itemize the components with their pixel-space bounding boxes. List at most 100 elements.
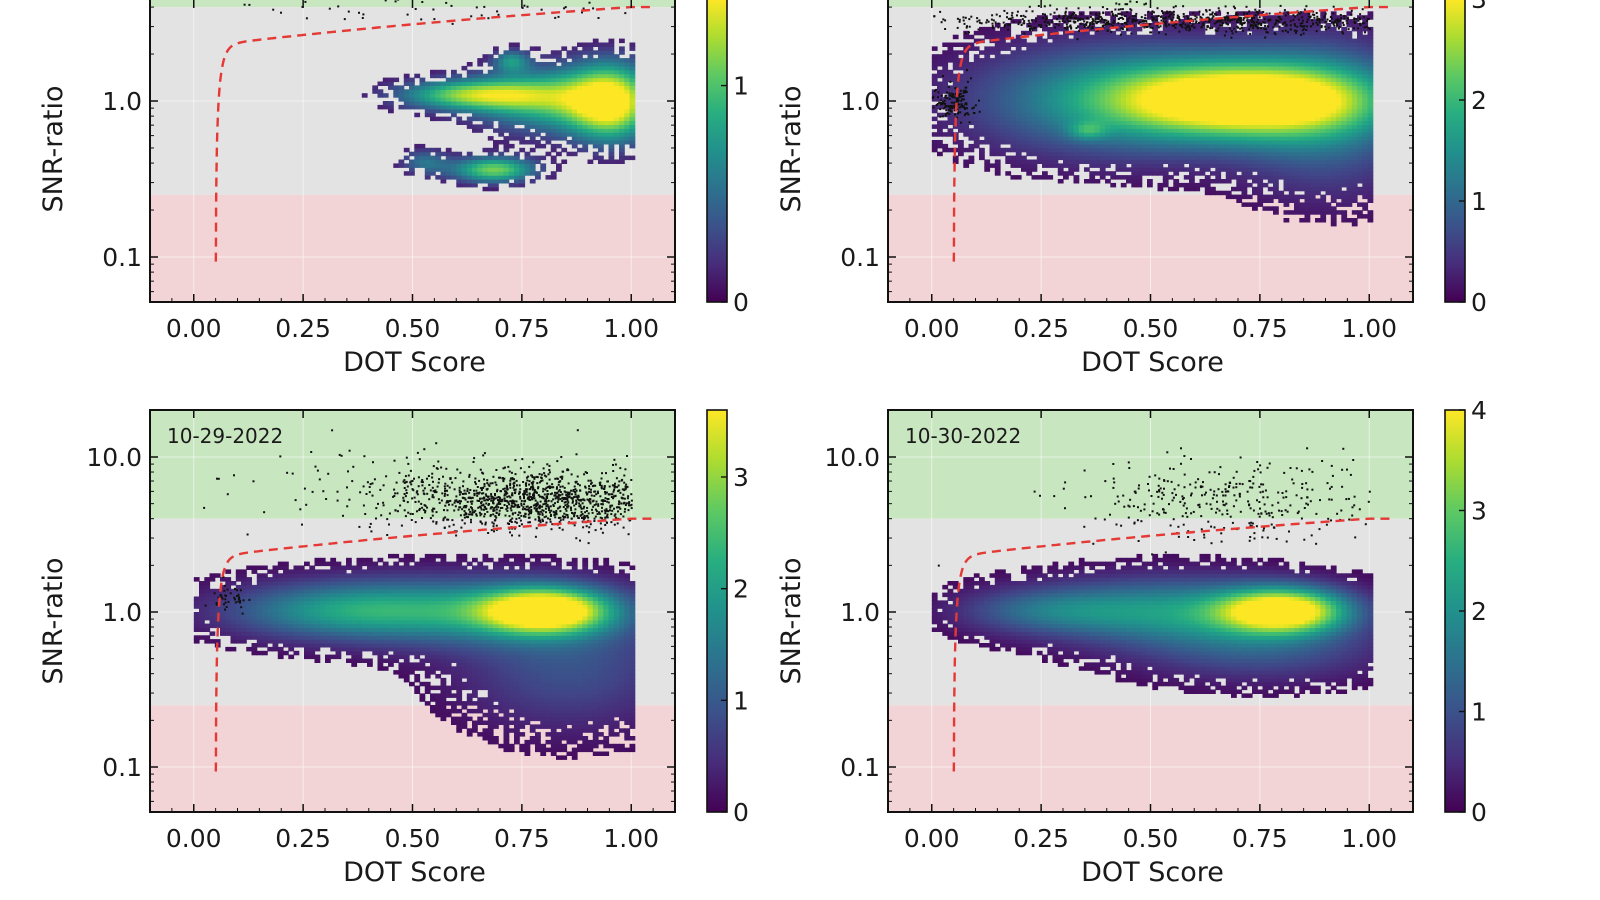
heat-cell — [1273, 167, 1279, 172]
heat-cell — [1141, 116, 1148, 122]
heat-cell — [1341, 69, 1348, 75]
x-axis-label: DOT Score — [343, 347, 486, 378]
heat-cell — [1351, 89, 1358, 94]
heat-cell — [1126, 128, 1132, 133]
heat-cell — [624, 155, 631, 161]
heat-cell — [1225, 73, 1232, 79]
heat-cell — [1231, 89, 1237, 94]
heat-cell — [377, 89, 384, 94]
heat-cell — [1304, 124, 1311, 129]
heat-cell — [1320, 120, 1327, 125]
heat-cell — [440, 69, 447, 75]
heat-cell — [556, 116, 562, 122]
heat-cell — [1147, 77, 1153, 83]
heat-cell — [1141, 46, 1148, 51]
heat-cell — [430, 73, 436, 79]
heat-cell — [1215, 179, 1222, 184]
heat-cell — [994, 65, 1001, 71]
scatter-point — [384, 0, 387, 2]
heat-cell — [487, 182, 494, 188]
heat-cell — [1315, 206, 1321, 211]
heat-cell — [1299, 46, 1306, 51]
heat-cell — [1162, 89, 1169, 94]
heat-cell — [1357, 26, 1363, 32]
heat-cell — [1262, 89, 1269, 94]
heat-cell — [1131, 159, 1138, 164]
heat-cell — [963, 42, 970, 47]
heat-cell — [1278, 159, 1285, 164]
heat-cell — [503, 159, 510, 164]
heat-cell — [1152, 112, 1159, 118]
heat-cell — [1267, 120, 1274, 125]
heat-cell — [1173, 50, 1180, 55]
heat-cell — [592, 143, 599, 149]
heat-cell — [1315, 198, 1321, 203]
heat-cell — [1210, 171, 1216, 176]
heat-cell — [1068, 97, 1075, 102]
heat-cell — [973, 69, 980, 75]
heat-cell — [624, 136, 631, 141]
heat-cell — [529, 73, 536, 79]
heat-cell — [1278, 140, 1285, 145]
scatter-point — [1106, 8, 1109, 10]
heat-cell — [445, 147, 452, 153]
heat-cell — [1084, 73, 1090, 79]
heat-cell — [1084, 54, 1090, 59]
heat-cell — [1252, 26, 1258, 32]
heat-cell — [535, 143, 541, 149]
heat-cell — [1220, 34, 1227, 40]
heat-cell — [1241, 140, 1248, 145]
heat-cell — [587, 81, 594, 86]
heat-cell — [1257, 65, 1264, 71]
scatter-point — [1080, 13, 1083, 16]
heat-cell — [1236, 143, 1243, 149]
heat-cell — [1141, 112, 1148, 118]
heat-cell — [1362, 175, 1369, 180]
heat-cell — [1063, 147, 1069, 153]
heat-cell — [1252, 112, 1258, 118]
heat-cell — [1262, 97, 1269, 102]
scatter-point — [1284, 14, 1287, 17]
heat-cell — [1162, 93, 1169, 98]
heat-cell — [1336, 85, 1342, 90]
heat-cell — [1262, 50, 1269, 55]
heat-cell — [1047, 108, 1054, 114]
heat-cell — [1199, 42, 1206, 47]
heat-cell — [1257, 50, 1264, 55]
heat-cell — [1225, 179, 1232, 184]
heat-cell — [556, 163, 562, 168]
heat-cell — [1278, 93, 1285, 98]
heat-cell — [1304, 97, 1311, 102]
heat-cell — [550, 89, 557, 94]
heat-cell — [592, 108, 599, 114]
heat-cell — [1336, 65, 1342, 71]
heat-cell — [1015, 140, 1022, 145]
heat-cell — [1278, 50, 1285, 55]
heat-cell — [1078, 132, 1085, 137]
heat-cell — [1036, 147, 1043, 153]
heat-cell — [419, 155, 426, 161]
heat-cell — [1068, 101, 1075, 106]
heat-cell — [451, 104, 457, 110]
heat-cell — [1126, 77, 1132, 83]
heat-cell — [1309, 132, 1316, 137]
heat-cell — [519, 50, 526, 55]
heat-cell — [1330, 101, 1337, 106]
heat-cell — [973, 101, 980, 106]
heat-cell — [529, 77, 536, 83]
heat-cell — [1021, 128, 1027, 133]
heat-cell — [1252, 143, 1258, 149]
heat-cell — [994, 140, 1001, 145]
scatter-point — [1174, 5, 1177, 8]
heat-cell — [1309, 54, 1316, 59]
heat-cell — [1057, 89, 1064, 94]
heat-cell — [603, 108, 610, 114]
heat-cell — [372, 89, 379, 94]
heat-cell — [1157, 136, 1164, 141]
heat-cell — [1000, 128, 1006, 133]
heat-cell — [1152, 104, 1159, 110]
heat-cell — [1131, 116, 1138, 122]
heat-cell — [608, 120, 615, 125]
heat-cell — [1120, 58, 1127, 63]
heat-cell — [1288, 151, 1295, 157]
